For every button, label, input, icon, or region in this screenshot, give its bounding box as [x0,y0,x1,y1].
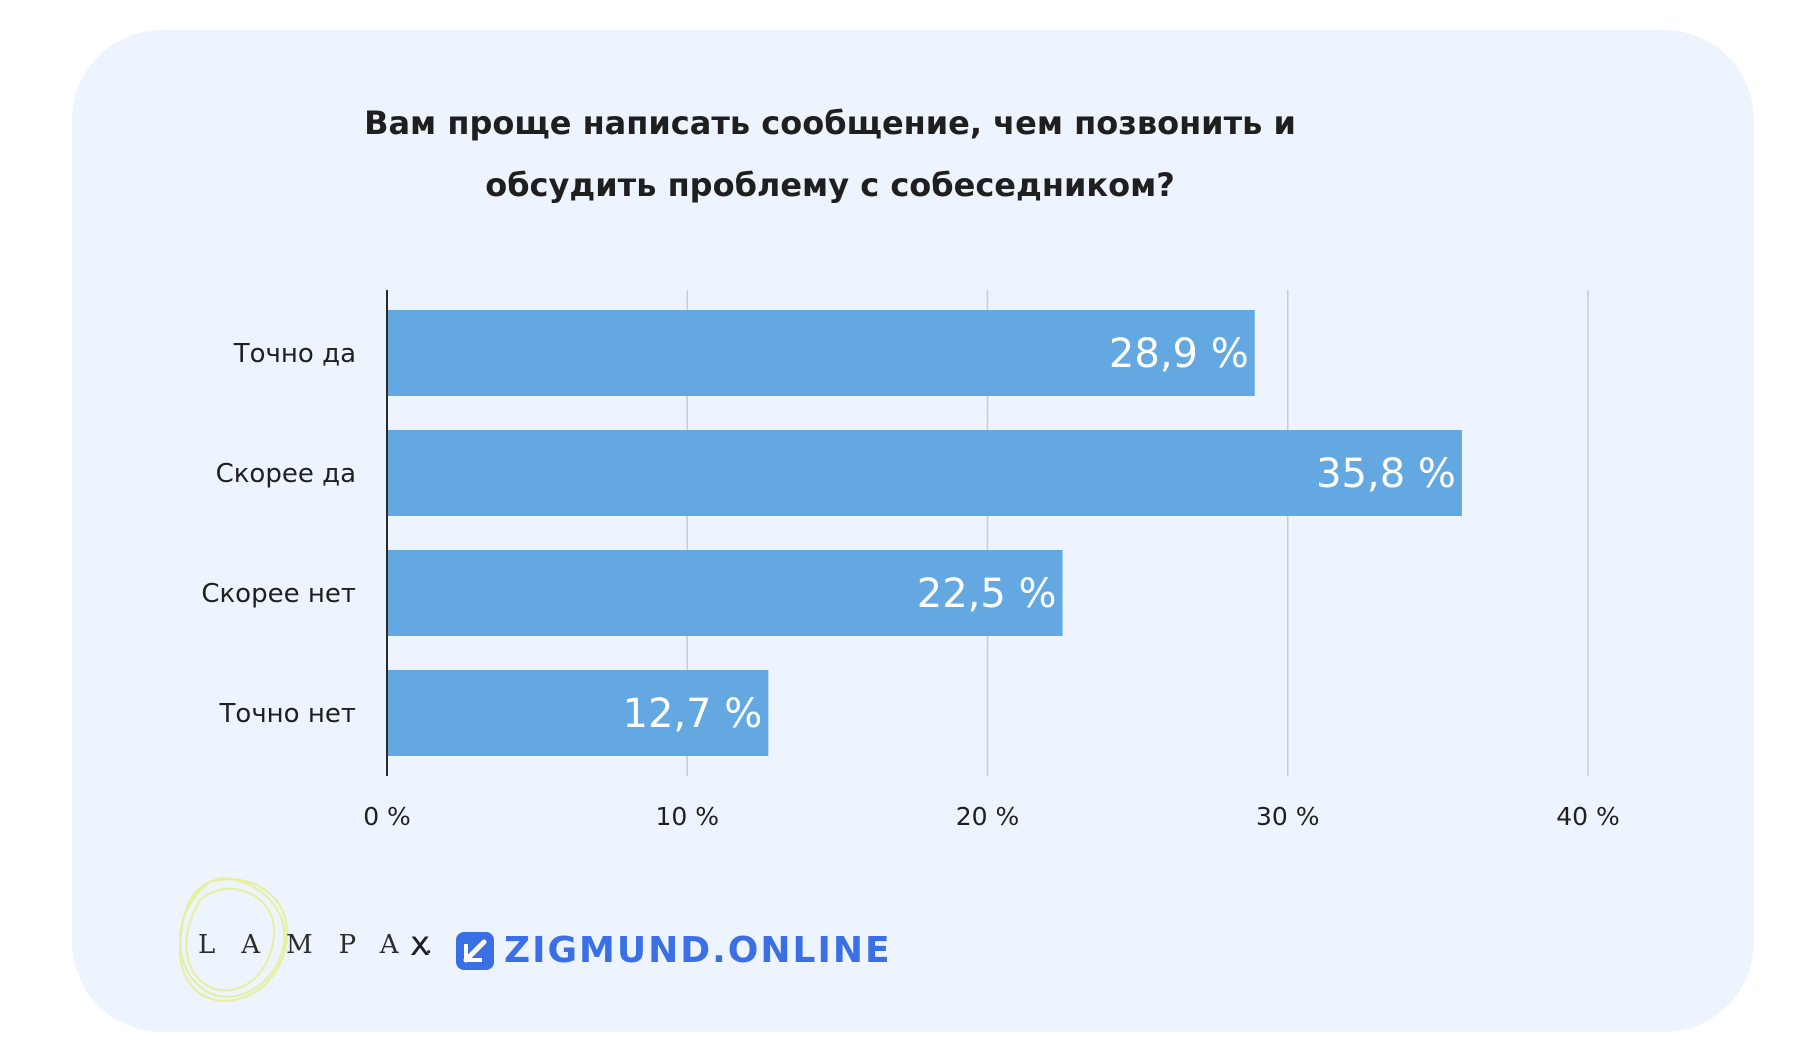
footer-logos: LAMPA. x ZIGMUND.ONLINE [170,870,910,1020]
value-label: 12,7 % [623,691,763,737]
value-label: 22,5 % [917,571,1057,617]
lampa-wordmark: LAMPA. [198,930,459,960]
category-label: Точно нет [219,699,356,729]
zigmund-wordmark: ZIGMUND.ONLINE [504,930,892,971]
lampa-ring-icon [178,876,288,1002]
category-label: Скорее нет [201,579,356,609]
bar [387,670,769,756]
value-label: 35,8 % [1316,451,1456,497]
x-tick-label: 20 % [956,802,1020,831]
bar [387,550,1063,636]
zigmund-square-icon [456,931,494,970]
value-label: 28,9 % [1109,331,1249,377]
bar [387,430,1462,516]
bars [387,310,1462,756]
x-tick-label: 0 % [363,802,411,831]
labels: 0 % 10 % 20 % 30 % 40 % Точно да 28,9 % Скорее … [201,331,1619,831]
zigmund-logo: ZIGMUND.ONLINE [456,930,892,971]
x-tick-label: 40 % [1556,802,1620,831]
lampa-logo: LAMPA. [170,870,510,1020]
category-label: Скорее да [216,459,356,489]
x-tick-label: 30 % [1256,802,1320,831]
x-tick-label: 10 % [655,802,719,831]
bar [387,310,1255,396]
logo-separator: x [410,924,431,964]
chart-card [72,30,1754,1032]
chart-title: Вам проще написать сообщение, чем позвон… [364,104,1296,204]
category-label: Точно да [233,339,356,369]
